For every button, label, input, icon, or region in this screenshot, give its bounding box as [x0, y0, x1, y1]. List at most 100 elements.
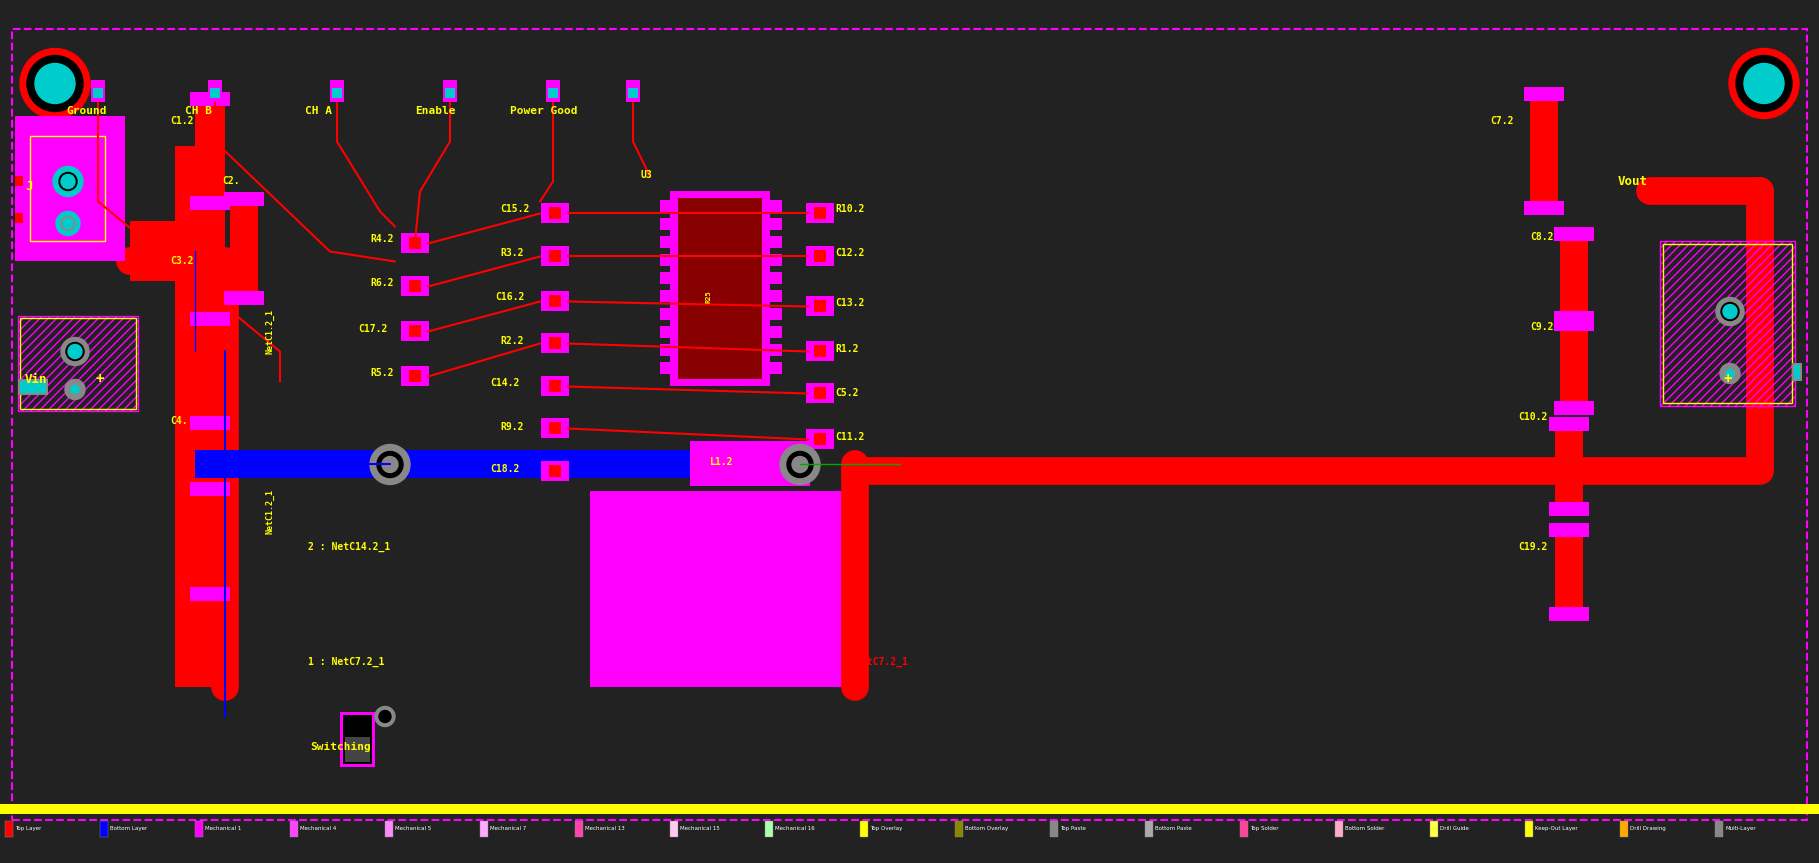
- Circle shape: [780, 444, 820, 484]
- Bar: [1661, 242, 1795, 406]
- Circle shape: [71, 386, 78, 394]
- Circle shape: [1744, 64, 1784, 104]
- Circle shape: [788, 451, 813, 477]
- Bar: [540, 292, 569, 312]
- Bar: [1553, 228, 1593, 242]
- Text: 1 : NetC7.2_1: 1 : NetC7.2_1: [307, 657, 384, 666]
- Text: Drill Guide: Drill Guide: [1441, 826, 1470, 831]
- Text: C12.2: C12.2: [835, 249, 864, 259]
- Bar: [100, 821, 107, 836]
- Text: C2.: C2.: [222, 177, 240, 186]
- Bar: [575, 821, 584, 836]
- Text: Top Solder: Top Solder: [1250, 826, 1279, 831]
- Bar: [806, 342, 833, 362]
- Text: Keep-Out Layer: Keep-Out Layer: [1535, 826, 1577, 831]
- Bar: [660, 362, 671, 375]
- Bar: [549, 381, 560, 393]
- Bar: [769, 236, 782, 249]
- Bar: [195, 821, 204, 836]
- Circle shape: [20, 48, 89, 118]
- Bar: [195, 487, 226, 596]
- Bar: [224, 192, 264, 206]
- Circle shape: [1715, 298, 1744, 325]
- Circle shape: [1730, 48, 1799, 118]
- Circle shape: [1721, 303, 1739, 320]
- Bar: [5, 821, 13, 836]
- Bar: [1430, 821, 1439, 836]
- Bar: [660, 200, 671, 212]
- Text: C3.2: C3.2: [169, 256, 193, 267]
- Bar: [189, 482, 229, 496]
- Bar: [548, 89, 558, 98]
- Bar: [195, 450, 786, 478]
- Bar: [1715, 821, 1723, 836]
- Text: Drill Drawing: Drill Drawing: [1630, 826, 1666, 831]
- Bar: [1144, 821, 1153, 836]
- Text: Power Good: Power Good: [509, 106, 577, 117]
- Bar: [806, 204, 833, 224]
- Bar: [409, 370, 420, 382]
- Bar: [18, 317, 138, 412]
- Bar: [546, 80, 560, 103]
- Text: CH B: CH B: [186, 106, 213, 117]
- Bar: [860, 821, 868, 836]
- Bar: [1241, 821, 1248, 836]
- Circle shape: [27, 55, 84, 111]
- Text: C18.2: C18.2: [489, 463, 520, 474]
- Text: C15.2: C15.2: [500, 204, 529, 213]
- Bar: [769, 218, 782, 230]
- Text: R10.2: R10.2: [835, 204, 864, 213]
- Bar: [400, 276, 429, 297]
- Bar: [1335, 821, 1342, 836]
- Bar: [480, 821, 487, 836]
- Text: Mechanical 15: Mechanical 15: [680, 826, 720, 831]
- Text: R6.2: R6.2: [369, 279, 393, 288]
- Bar: [1550, 418, 1590, 432]
- Bar: [626, 80, 640, 103]
- Text: C19.2: C19.2: [1519, 541, 1548, 551]
- Circle shape: [53, 167, 84, 197]
- Bar: [1524, 201, 1564, 216]
- Bar: [660, 326, 671, 338]
- Bar: [769, 200, 782, 212]
- Bar: [446, 89, 455, 98]
- Circle shape: [369, 444, 409, 484]
- Bar: [1661, 242, 1795, 406]
- Bar: [1555, 421, 1583, 512]
- Bar: [207, 80, 222, 103]
- Bar: [1553, 312, 1593, 325]
- Bar: [540, 419, 569, 438]
- Bar: [1530, 91, 1559, 211]
- Bar: [409, 280, 420, 293]
- Bar: [660, 344, 671, 356]
- Bar: [0, 803, 1819, 814]
- Circle shape: [69, 383, 82, 395]
- Bar: [669, 821, 678, 836]
- Bar: [175, 147, 226, 686]
- Bar: [660, 273, 671, 285]
- Text: Multi-Layer: Multi-Layer: [1724, 826, 1755, 831]
- Bar: [549, 423, 560, 434]
- Bar: [1050, 821, 1059, 836]
- Bar: [1555, 526, 1583, 616]
- Bar: [549, 337, 560, 350]
- Text: Top Layer: Top Layer: [15, 826, 42, 831]
- Circle shape: [67, 344, 82, 358]
- Circle shape: [1724, 368, 1735, 380]
- Text: Bottom Paste: Bottom Paste: [1155, 826, 1191, 831]
- Bar: [660, 255, 671, 267]
- Text: Enable: Enable: [415, 106, 455, 117]
- Bar: [1794, 366, 1801, 380]
- Bar: [1663, 244, 1792, 404]
- Circle shape: [375, 707, 395, 727]
- Bar: [20, 381, 45, 394]
- Bar: [806, 247, 833, 267]
- Bar: [813, 250, 826, 262]
- Text: R3.2: R3.2: [500, 248, 524, 257]
- Circle shape: [378, 710, 391, 722]
- Text: C10.2: C10.2: [1519, 412, 1548, 421]
- Text: C7.2: C7.2: [1490, 117, 1513, 127]
- Bar: [1050, 821, 1059, 836]
- Text: C17.2: C17.2: [358, 324, 387, 333]
- Text: Mechanical 1: Mechanical 1: [206, 826, 242, 831]
